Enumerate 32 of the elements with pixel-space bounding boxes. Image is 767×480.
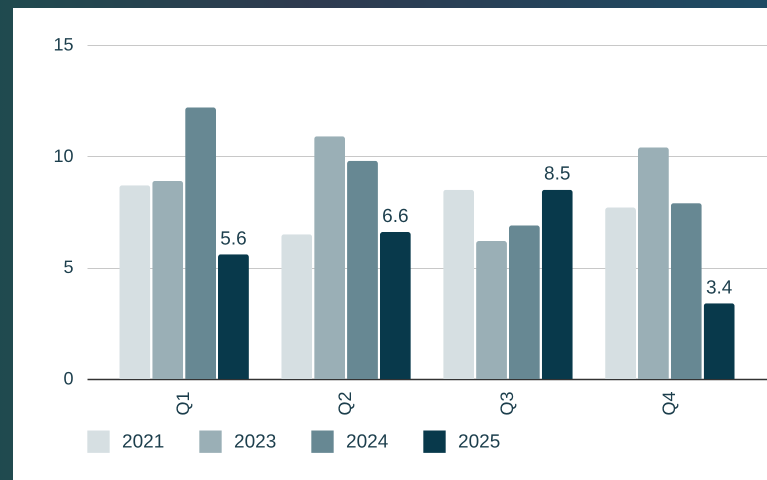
bar: [476, 240, 507, 379]
bar: [347, 160, 378, 379]
y-tick-label: 5: [63, 257, 74, 278]
y-tick-label: 10: [53, 146, 74, 166]
bar: [314, 136, 346, 379]
x-tick-label: Q3: [496, 392, 517, 416]
bar: [380, 232, 411, 379]
legend-label: 2024: [346, 432, 389, 453]
bar: [704, 303, 735, 379]
legend-label: 2025: [458, 432, 500, 453]
bar: [508, 225, 540, 379]
data-label: 3.4: [706, 277, 733, 298]
y-tick-label: 0: [63, 368, 74, 388]
bar: [119, 185, 150, 379]
bar: [218, 254, 249, 379]
legend-label: 2023: [234, 432, 276, 453]
y-tick-label: 15: [53, 34, 74, 54]
data-label: 8.5: [544, 164, 570, 185]
bar: [605, 208, 636, 379]
x-tick-label: Q4: [658, 392, 679, 416]
x-tick-label: Q2: [335, 392, 356, 416]
bar: [670, 203, 702, 379]
legend-label: 2021: [122, 432, 164, 453]
bar: [185, 107, 216, 379]
bar: [638, 147, 669, 379]
bar: [443, 190, 474, 379]
x-tick-label: Q1: [173, 392, 194, 416]
bar: [281, 234, 312, 379]
bar: [152, 180, 184, 379]
data-label: 6.6: [382, 206, 409, 228]
data-label: 5.6: [220, 228, 247, 250]
bar: [542, 190, 573, 379]
